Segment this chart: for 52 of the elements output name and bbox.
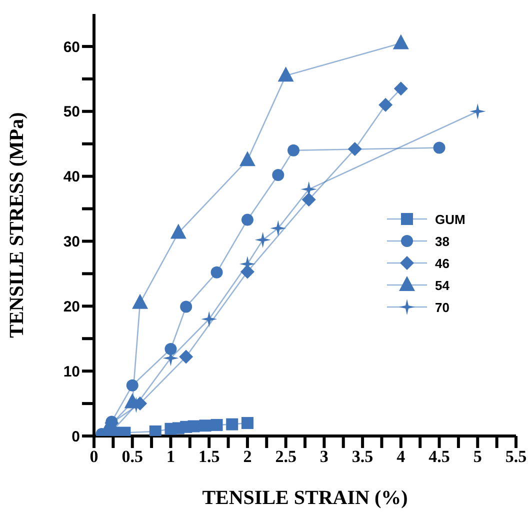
- x-tick-label: 4.5: [428, 447, 450, 466]
- point: [470, 103, 486, 120]
- y-tick-label: 60: [63, 38, 80, 56]
- y-tick-label: 40: [63, 168, 80, 186]
- point: [433, 142, 446, 154]
- point: [201, 311, 218, 328]
- point: [210, 266, 223, 278]
- x-tick-label: 3: [320, 447, 328, 466]
- legend-label: 70: [435, 300, 450, 314]
- x-tick-label: 5.5: [505, 447, 527, 466]
- point: [179, 350, 194, 364]
- x-axis-title: TENSILE STRAIN (%): [202, 487, 408, 509]
- point: [132, 294, 148, 309]
- point: [254, 232, 271, 248]
- y-axis-title: TENSILE STRESS (MPa): [6, 112, 28, 338]
- x-tick-label: 5: [473, 447, 482, 466]
- y-tick-label: 0: [72, 428, 80, 446]
- point: [149, 425, 162, 436]
- point: [287, 144, 300, 156]
- legend-label: 54: [435, 278, 450, 292]
- point: [126, 379, 138, 392]
- legend-label: 38: [435, 234, 450, 248]
- x-tick-label: 2.5: [275, 447, 296, 466]
- point: [348, 142, 362, 156]
- point: [272, 169, 284, 182]
- point: [170, 224, 186, 239]
- x-tick-label: 0: [90, 447, 98, 466]
- point: [164, 343, 177, 356]
- point: [378, 98, 393, 112]
- point: [180, 300, 192, 313]
- point: [226, 418, 238, 430]
- point: [302, 192, 316, 207]
- point: [394, 82, 408, 96]
- point: [392, 34, 409, 50]
- point: [239, 151, 256, 166]
- legend-label: GUM: [435, 212, 466, 226]
- point: [210, 418, 223, 431]
- y-tick-label: 20: [63, 298, 80, 316]
- x-tick-label: 1: [166, 447, 175, 466]
- point: [278, 66, 294, 82]
- point: [241, 214, 254, 226]
- x-tick-label: 4: [396, 447, 406, 466]
- x-tick-label: 1.5: [198, 447, 220, 466]
- point: [241, 417, 254, 430]
- point: [270, 220, 286, 236]
- x-tick-label: 0.5: [122, 447, 143, 466]
- y-tick-label: 50: [63, 104, 80, 121]
- x-tick-label: 2: [243, 447, 252, 466]
- x-tick-label: 3.5: [352, 447, 374, 466]
- legend-label: 46: [435, 256, 450, 270]
- y-tick-label: 10: [63, 363, 80, 380]
- y-tick-label: 30: [63, 234, 80, 251]
